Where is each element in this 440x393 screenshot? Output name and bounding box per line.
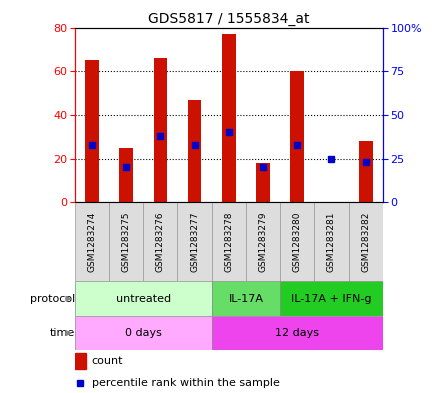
Text: time: time: [50, 328, 75, 338]
Bar: [119, 148, 133, 202]
Bar: [143, 202, 177, 281]
Bar: [222, 34, 236, 202]
Text: GSM1283280: GSM1283280: [293, 211, 302, 272]
Text: IL-17A + IFN-g: IL-17A + IFN-g: [291, 294, 372, 304]
Bar: [246, 202, 280, 281]
Bar: [154, 58, 167, 202]
Text: GSM1283276: GSM1283276: [156, 211, 165, 272]
Text: 12 days: 12 days: [275, 328, 319, 338]
Text: untreated: untreated: [116, 294, 171, 304]
Text: 0 days: 0 days: [125, 328, 161, 338]
Text: GSM1283278: GSM1283278: [224, 211, 233, 272]
Bar: [177, 202, 212, 281]
Bar: [212, 281, 280, 316]
Bar: [359, 141, 373, 202]
Bar: [109, 202, 143, 281]
Text: GSM1283274: GSM1283274: [88, 211, 96, 272]
Bar: [75, 316, 212, 350]
Text: protocol: protocol: [29, 294, 75, 304]
Bar: [75, 281, 212, 316]
Text: GSM1283279: GSM1283279: [259, 211, 268, 272]
Bar: [280, 202, 314, 281]
Bar: [348, 202, 383, 281]
Text: GSM1283281: GSM1283281: [327, 211, 336, 272]
Text: GSM1283277: GSM1283277: [190, 211, 199, 272]
Bar: [75, 202, 109, 281]
Bar: [290, 71, 304, 202]
Text: count: count: [92, 356, 123, 366]
Bar: [75, 353, 85, 369]
Bar: [85, 60, 99, 202]
Title: GDS5817 / 1555834_at: GDS5817 / 1555834_at: [148, 13, 310, 26]
Text: IL-17A: IL-17A: [228, 294, 264, 304]
Bar: [256, 163, 270, 202]
Text: percentile rank within the sample: percentile rank within the sample: [92, 378, 279, 389]
Bar: [314, 202, 348, 281]
Bar: [212, 316, 383, 350]
Text: GSM1283282: GSM1283282: [361, 211, 370, 272]
Bar: [212, 202, 246, 281]
Text: GSM1283275: GSM1283275: [121, 211, 131, 272]
Bar: [280, 281, 383, 316]
Bar: [188, 100, 202, 202]
